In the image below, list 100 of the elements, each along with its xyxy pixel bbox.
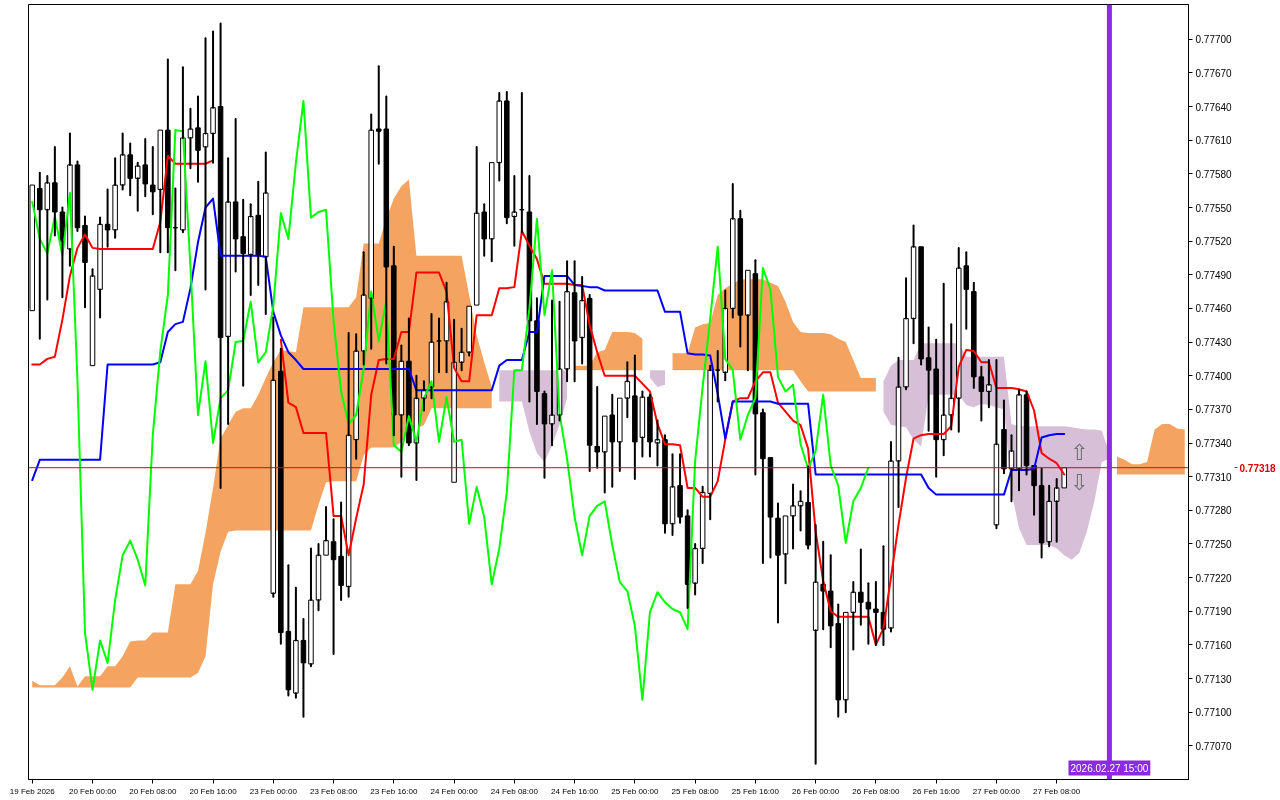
x-tick-label: 27 Feb 08:00 — [1033, 786, 1081, 796]
candlestick — [617, 397, 623, 473]
candlestick — [978, 365, 985, 422]
candlestick — [692, 542, 698, 596]
y-tick-label: 0.77430 — [1195, 337, 1233, 349]
candlestick — [59, 206, 66, 299]
x-tick-label: 23 Feb 00:00 — [249, 786, 298, 796]
x-tick-label: 19 Feb 2026 — [9, 786, 56, 796]
x-tick-label: 20 Feb 00:00 — [68, 786, 117, 796]
candlestick — [986, 359, 992, 409]
x-tick-label: 24 Feb 00:00 — [430, 786, 479, 796]
candlestick — [458, 327, 465, 372]
annotation: ⇩ — [1070, 470, 1089, 496]
y-tick-label: 0.77700 — [1195, 34, 1233, 46]
candlestick — [782, 515, 789, 585]
candlestick — [594, 385, 600, 469]
candlestick — [293, 586, 299, 699]
y-tick-label: 0.77550 — [1195, 202, 1233, 214]
ref-line-label: 0.77318 — [1239, 462, 1277, 474]
candlestick — [202, 37, 209, 291]
y-tick-label: 0.77160 — [1195, 639, 1233, 651]
candlestick — [624, 361, 631, 419]
x-tick-label: 25 Feb 08:00 — [671, 786, 720, 796]
candlestick — [760, 408, 766, 565]
y-tick-label: 0.77640 — [1195, 101, 1233, 113]
candlestick — [586, 293, 593, 473]
y-tick-label: 0.77610 — [1195, 135, 1233, 147]
y-tick-label: 0.77310 — [1195, 471, 1233, 483]
x-tick-label: 24 Feb 16:00 — [551, 786, 599, 796]
x-tick-label: 25 Feb 16:00 — [731, 786, 780, 796]
candlestick — [165, 58, 171, 254]
candlestick — [195, 95, 201, 183]
line-series — [31, 99, 870, 701]
candlestick — [790, 483, 796, 550]
candlestick — [850, 581, 857, 651]
line-series — [31, 197, 1066, 496]
y-tick-label: 0.77220 — [1195, 572, 1233, 584]
candlestick — [662, 434, 668, 534]
candlestick — [647, 393, 653, 458]
y-tick-label: 0.77580 — [1195, 168, 1233, 180]
candlestick — [903, 277, 909, 391]
candlestick — [677, 453, 683, 524]
candlestick — [888, 440, 894, 633]
x-tick-label: 26 Feb 00:00 — [792, 786, 840, 796]
candlestick — [315, 542, 322, 612]
y-tick-label: 0.77130 — [1195, 673, 1233, 685]
candlestick — [210, 30, 216, 164]
x-tick-label: 26 Feb 08:00 — [852, 786, 901, 796]
y-tick-label: 0.77100 — [1195, 707, 1233, 719]
candlestick — [541, 390, 548, 479]
candlestick — [805, 465, 811, 550]
y-tick-label: 0.77460 — [1195, 303, 1233, 315]
y-tick-label: 0.77250 — [1195, 538, 1233, 550]
y-tick-label: 0.77400 — [1195, 370, 1233, 382]
x-tick-label: 2026.02.27 15:00 — [1070, 762, 1149, 774]
candlestick — [74, 160, 81, 233]
candlestick — [1001, 399, 1007, 475]
candlestick — [895, 356, 902, 508]
candlestick — [263, 151, 269, 316]
candlestick — [940, 282, 947, 457]
y-tick-label: 0.77520 — [1195, 236, 1233, 248]
x-tick-label: 24 Feb 08:00 — [490, 786, 539, 796]
candlestick — [82, 215, 88, 309]
candlestick — [549, 299, 555, 447]
y-tick-label: 0.77190 — [1195, 606, 1233, 618]
candlestick — [323, 505, 329, 556]
x-tick-label: 20 Feb 16:00 — [189, 786, 238, 796]
annotation: ⇧ — [1070, 440, 1089, 466]
candlestick — [466, 305, 472, 357]
x-tick-label: 23 Feb 08:00 — [309, 786, 358, 796]
y-tick-label: 0.77370 — [1195, 404, 1233, 416]
candlestick — [1016, 389, 1022, 492]
candlestick — [89, 268, 96, 367]
candlestick — [910, 224, 917, 345]
candlestick — [225, 157, 231, 425]
candlestick — [52, 145, 58, 237]
candlestick — [338, 501, 344, 602]
x-tick-label: 23 Feb 16:00 — [370, 786, 418, 796]
candlestick — [97, 216, 103, 319]
x-tick-label: 20 Feb 08:00 — [129, 786, 177, 796]
candlestick — [308, 547, 314, 668]
candlestick — [971, 281, 977, 390]
candlestick — [918, 246, 924, 366]
candlestick — [300, 618, 307, 718]
x-tick-label: 26 Feb 16:00 — [912, 786, 961, 796]
y-tick-label: 0.77340 — [1195, 438, 1233, 450]
y-tick-label: 0.77070 — [1195, 740, 1233, 752]
y-tick-label: 0.77670 — [1195, 67, 1233, 79]
x-tick-label: 25 Feb 00:00 — [611, 786, 659, 796]
candlestick — [873, 581, 879, 646]
y-tick-label: 0.77280 — [1195, 505, 1233, 517]
candlestick — [684, 509, 691, 609]
x-tick-label: 27 Feb 00:00 — [972, 786, 1021, 796]
candlestick — [1053, 477, 1060, 543]
candlestick — [270, 316, 277, 598]
y-tick-label: 0.77490 — [1195, 269, 1233, 281]
candlestick — [775, 502, 781, 624]
candlestick — [187, 107, 194, 170]
candlestick — [534, 297, 540, 425]
candlestick — [564, 260, 570, 383]
